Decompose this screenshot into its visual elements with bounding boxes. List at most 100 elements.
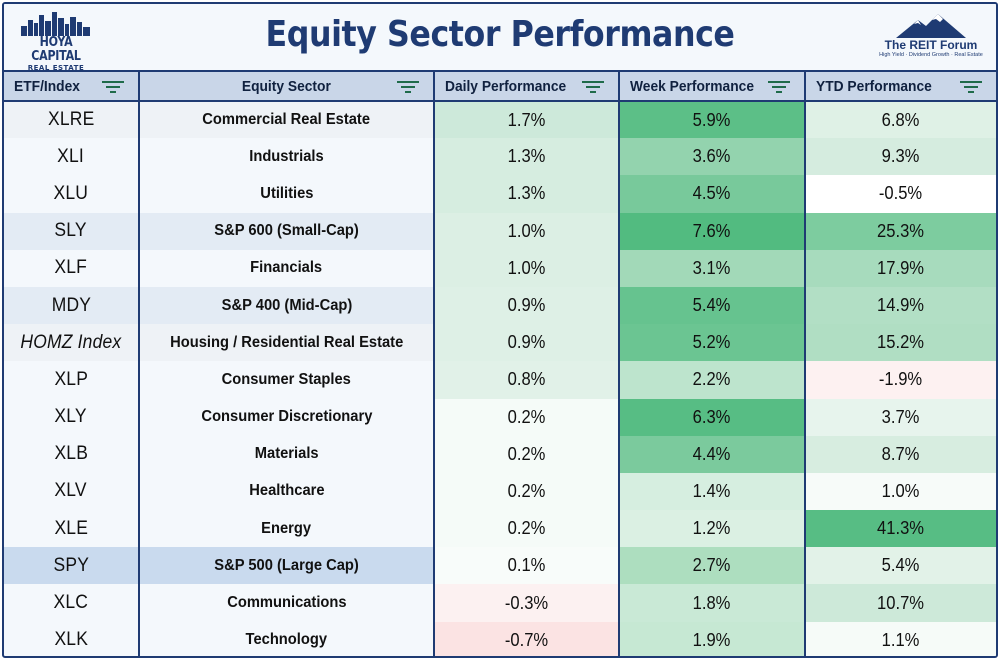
sector-cell: S&P 400 (Mid-Cap) <box>139 286 435 325</box>
daily-performance-cell-text: 0.8% <box>507 369 546 390</box>
sector-cell-text: S&P 500 (Large Cap) <box>214 556 359 574</box>
etf-cell-text: XLF <box>54 257 88 279</box>
table-row[interactable]: HOMZ Index Housing / Residential Real Est… <box>4 324 996 362</box>
sector-cell-text: Financials <box>250 259 323 277</box>
sector-performance-table: ETF/Index Equity Sector Daily Performanc… <box>4 70 996 656</box>
week-performance-cell-text: 7.6% <box>693 220 731 241</box>
table-row[interactable]: XLY Consumer Discretionary 0.2% 6.3% 3.7% <box>4 398 996 436</box>
column-header-label: Week Performance <box>630 77 755 95</box>
ytd-performance-cell: 41.3% <box>805 510 996 548</box>
column-header-label: Equity Sector <box>242 77 331 95</box>
ytd-performance-cell: 14.9% <box>805 286 996 325</box>
etf-cell: XLC <box>4 584 140 622</box>
sector-cell: Healthcare <box>139 472 435 511</box>
daily-performance-cell-text: 0.2% <box>507 480 546 501</box>
ytd-performance-cell: 6.8% <box>805 101 996 139</box>
sector-cell-text: Communications <box>226 594 347 612</box>
sector-cell: Communications <box>139 584 435 622</box>
column-header-sector[interactable]: Equity Sector <box>139 70 435 102</box>
week-performance-cell-text: 2.7% <box>693 555 731 576</box>
week-performance-cell-text: 5.9% <box>693 109 731 130</box>
week-performance-cell: 7.6% <box>619 212 806 250</box>
mountain-icon <box>896 14 966 38</box>
week-performance-cell: 5.2% <box>619 324 806 362</box>
etf-cell: XLB <box>4 435 140 473</box>
week-performance-cell-text: 5.4% <box>693 295 731 316</box>
sector-cell: Utilities <box>139 175 435 213</box>
sector-cell: S&P 600 (Small-Cap) <box>139 212 435 250</box>
daily-performance-cell: 0.9% <box>434 324 620 362</box>
week-performance-cell-text: 4.5% <box>693 183 731 204</box>
ytd-performance-cell-text: 9.3% <box>882 146 920 167</box>
table-row[interactable]: SLY S&P 600 (Small-Cap) 1.0% 7.6% 25.3% <box>4 212 996 250</box>
table-row[interactable]: XLE Energy 0.2% 1.2% 41.3% <box>4 510 996 548</box>
daily-performance-cell: 1.3% <box>434 175 620 213</box>
table-row[interactable]: XLC Communications -0.3% 1.8% 10.7% <box>4 584 996 622</box>
ytd-performance-cell: 1.0% <box>805 472 996 511</box>
sector-cell-text: Industrials <box>249 147 324 165</box>
column-header-etf[interactable]: ETF/Index <box>4 70 140 102</box>
etf-cell: XLE <box>4 510 140 548</box>
reit-forum-logo: The REIT Forum High Yield · Dividend Gro… <box>876 14 986 66</box>
filter-icon[interactable] <box>768 80 790 94</box>
table-row[interactable]: MDY S&P 400 (Mid-Cap) 0.9% 5.4% 14.9% <box>4 286 996 325</box>
etf-cell: XLK <box>4 621 140 656</box>
table-row[interactable]: XLU Utilities 1.3% 4.5% -0.5% <box>4 175 996 213</box>
daily-performance-cell: 0.1% <box>434 547 620 585</box>
week-performance-cell-text: 1.8% <box>693 592 731 613</box>
table-row[interactable]: XLF Financials 1.0% 3.1% 17.9% <box>4 249 996 287</box>
week-performance-cell: 3.1% <box>619 249 806 287</box>
filter-icon[interactable] <box>582 80 604 94</box>
filter-icon[interactable] <box>960 80 982 94</box>
table-body: XLRE Commercial Real Estate 1.7% 5.9% 6.8% XL… <box>4 101 996 656</box>
daily-performance-cell-text: 1.0% <box>507 220 546 241</box>
daily-performance-cell-text: -0.3% <box>504 592 549 613</box>
week-performance-cell-text: 3.1% <box>693 257 731 278</box>
sector-cell-text: Materials <box>254 445 319 463</box>
column-header-ytd[interactable]: YTD Performance <box>805 70 996 102</box>
sector-cell: Energy <box>139 510 435 548</box>
table-row[interactable]: XLB Materials 0.2% 4.4% 8.7% <box>4 435 996 473</box>
ytd-performance-cell-text: 25.3% <box>877 220 925 241</box>
filter-icon[interactable] <box>102 80 124 94</box>
ytd-performance-cell: 5.4% <box>805 547 996 585</box>
week-performance-cell: 2.2% <box>619 361 806 399</box>
daily-performance-cell: 0.2% <box>434 398 620 436</box>
ytd-performance-cell-text: -1.9% <box>879 369 923 390</box>
daily-performance-cell: 1.3% <box>434 138 620 176</box>
column-header-label: Daily Performance <box>445 77 567 95</box>
daily-performance-cell-text: 1.3% <box>507 183 546 204</box>
ytd-performance-cell-text: 17.9% <box>877 257 925 278</box>
etf-cell: XLI <box>4 138 140 176</box>
ytd-performance-cell-text: 10.7% <box>877 592 925 613</box>
column-header-week[interactable]: Week Performance <box>619 70 806 102</box>
sector-cell: Consumer Staples <box>139 361 435 399</box>
sector-cell: Housing / Residential Real Estate <box>139 324 435 362</box>
daily-performance-cell: 0.2% <box>434 435 620 473</box>
week-performance-cell: 2.7% <box>619 547 806 585</box>
week-performance-cell: 1.8% <box>619 584 806 622</box>
column-header-daily[interactable]: Daily Performance <box>434 70 620 102</box>
etf-cell-text: HOMZ Index <box>20 331 122 353</box>
etf-cell: XLY <box>4 398 140 436</box>
table-row[interactable]: XLP Consumer Staples 0.8% 2.2% -1.9% <box>4 361 996 399</box>
table-row[interactable]: XLRE Commercial Real Estate 1.7% 5.9% 6.8% <box>4 101 996 139</box>
week-performance-cell-text: 4.4% <box>693 443 731 464</box>
sector-cell-text: Energy <box>261 519 312 537</box>
etf-cell: XLU <box>4 175 140 213</box>
filter-icon[interactable] <box>397 80 419 94</box>
week-performance-cell-text: 1.2% <box>693 518 731 539</box>
sector-cell-text: Consumer Discretionary <box>201 408 372 426</box>
etf-cell-text: XLRE <box>47 109 95 131</box>
logo-left-name: HOYA CAPITAL <box>31 35 81 64</box>
table-row[interactable]: XLI Industrials 1.3% 3.6% 9.3% <box>4 138 996 176</box>
week-performance-cell: 5.4% <box>619 286 806 325</box>
week-performance-cell-text: 5.2% <box>693 332 731 353</box>
sector-cell-text: Technology <box>245 631 328 649</box>
sector-cell-text: Housing / Residential Real Estate <box>169 333 404 351</box>
ytd-performance-cell-text: 6.8% <box>882 109 920 130</box>
table-row[interactable]: SPY S&P 500 (Large Cap) 0.1% 2.7% 5.4% <box>4 547 996 585</box>
ytd-performance-cell-text: 41.3% <box>877 518 925 539</box>
table-row[interactable]: XLV Healthcare 0.2% 1.4% 1.0% <box>4 472 996 511</box>
table-row[interactable]: XLK Technology -0.7% 1.9% 1.1% <box>4 621 996 656</box>
